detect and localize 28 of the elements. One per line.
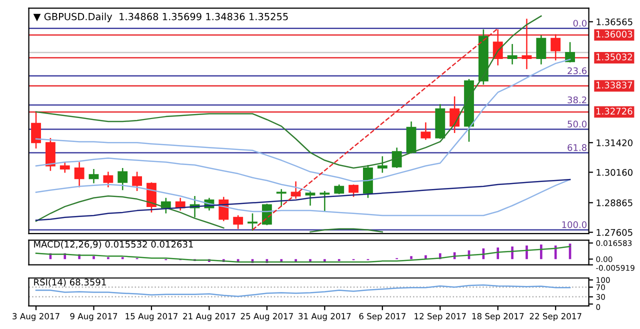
ref-line-label: 1.35032	[596, 54, 632, 60]
chart-title: ▼ GBPUSD.Daily 1.34868 1.35699 1.34836 1.35255	[33, 12, 288, 22]
x-tick-label: 15 Aug 2017	[126, 313, 178, 321]
annotation: 38.2	[568, 96, 586, 104]
x-tick-label: 9 Aug 2017	[70, 313, 118, 321]
ref-line-label: 1.33837	[596, 82, 632, 88]
x-tick-label: 31 Aug 2017	[298, 313, 351, 321]
x-tick-label: 21 Aug 2017	[183, 313, 236, 321]
x-tick-label: 25 Aug 2017	[240, 313, 293, 321]
ref-line-label: 1.32726	[596, 108, 632, 115]
chart-title: RSI(14) 68.3591	[34, 278, 106, 287]
y-tick-label: 1.36565	[596, 18, 632, 26]
ref-line-label: 1.36003	[596, 30, 632, 38]
x-tick-label: 22 Sep 2017	[530, 313, 582, 321]
annotation: 50.0	[568, 120, 587, 128]
y-tick-label: 1.30160	[596, 168, 632, 176]
x-tick-label: 3 Aug 2017	[12, 313, 60, 321]
y-tick-label: 1.27605	[596, 229, 632, 236]
annotation: 61.8	[568, 144, 586, 151]
y-tick-label: 1.31420	[596, 139, 632, 146]
y-tick-label: 1.28865	[596, 199, 632, 206]
x-tick-label: 18 Sep 2017	[472, 313, 524, 321]
x-tick-label: 12 Sep 2017	[414, 313, 466, 321]
annotation: 23.6	[568, 67, 587, 74]
chart-title: MACD(12,26,9) 0.015532 0.012631	[34, 240, 193, 249]
x-tick-label: 6 Sep 2017	[359, 313, 406, 321]
annotation: 0.0	[573, 20, 587, 27]
annotation: 100.0	[562, 221, 587, 228]
